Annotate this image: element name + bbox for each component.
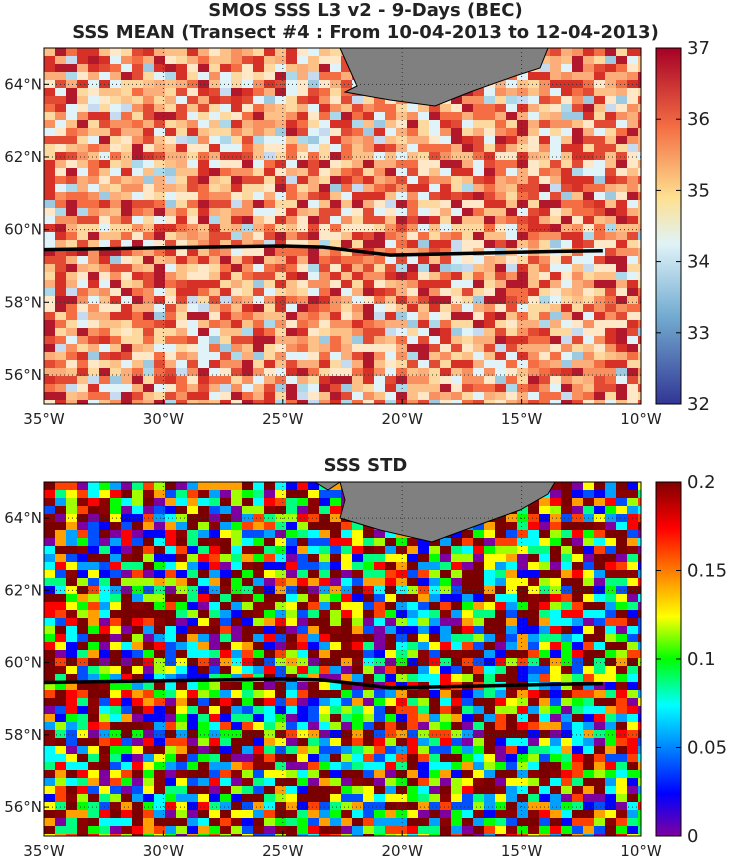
mean-colorbar-gradient bbox=[655, 47, 682, 405]
std-axes-frame bbox=[43, 481, 642, 837]
std-colorbar: 0.2 0.15 0.1 0.05 0 bbox=[655, 472, 727, 847]
lat-tick-label: 60°N bbox=[4, 221, 42, 239]
greenland-land-mask bbox=[313, 481, 556, 543]
lat-tick-label: 62°N bbox=[4, 148, 42, 166]
lon-tick-label: 15°W bbox=[501, 842, 543, 860]
lat-tick-label: 58°N bbox=[4, 726, 42, 744]
colorbar-tick-label: 0.1 bbox=[687, 649, 716, 670]
lat-tick-label: 56°N bbox=[4, 798, 42, 816]
mean-panel-title: SSS MEAN (Transect #4 : From 10-04-2013 … bbox=[72, 22, 659, 43]
mean-colorbar: 37 36 35 34 33 32 bbox=[655, 38, 710, 415]
lon-tick-label: 30°W bbox=[143, 842, 185, 860]
colorbar-tick-label: 37 bbox=[687, 38, 710, 59]
sss-mean-heatmap bbox=[44, 48, 641, 404]
colorbar-tick-label: 0.2 bbox=[687, 472, 716, 493]
sss-std-heatmap bbox=[44, 482, 641, 836]
lon-tick-label: 25°W bbox=[262, 410, 304, 428]
std-graticule bbox=[44, 482, 641, 836]
lon-tick-label: 10°W bbox=[620, 410, 662, 428]
colorbar-tick-label: 33 bbox=[687, 323, 710, 344]
lat-tick-label: 60°N bbox=[4, 654, 42, 672]
lon-tick-label: 20°W bbox=[381, 842, 423, 860]
lon-tick-label: 25°W bbox=[262, 842, 304, 860]
lat-tick-label: 58°N bbox=[4, 293, 42, 311]
lat-tick-label: 64°N bbox=[4, 509, 42, 527]
mean-map-panel bbox=[43, 47, 642, 405]
std-panel-title: SSS STD bbox=[323, 455, 408, 476]
colorbar-tick-label: 34 bbox=[687, 252, 710, 273]
lon-tick-label: 35°W bbox=[23, 842, 65, 860]
lon-tick-label: 30°W bbox=[143, 410, 185, 428]
mean-axes-frame bbox=[43, 47, 642, 405]
colorbar-tick-label: 0.05 bbox=[687, 738, 727, 759]
std-map-panel bbox=[43, 481, 642, 837]
lon-tick-label: 15°W bbox=[501, 410, 543, 428]
colorbar-tick-label: 35 bbox=[687, 180, 710, 201]
lat-tick-label: 64°N bbox=[4, 75, 42, 93]
colorbar-tick-label: 32 bbox=[687, 394, 710, 415]
greenland-land-mask bbox=[306, 47, 549, 107]
colorbar-tick-label: 0.15 bbox=[687, 561, 727, 582]
lon-tick-label: 35°W bbox=[23, 410, 65, 428]
lat-tick-label: 56°N bbox=[4, 366, 42, 384]
transect-line bbox=[43, 677, 603, 690]
colorbar-tick-label: 0 bbox=[687, 826, 698, 847]
colorbar-tick-label: 36 bbox=[687, 109, 710, 130]
mean-graticule bbox=[44, 48, 641, 404]
main-title: SMOS SSS L3 v2 - 9-Days (BEC) bbox=[208, 0, 523, 21]
transect-line bbox=[43, 244, 603, 257]
lon-tick-label: 10°W bbox=[620, 842, 662, 860]
lon-tick-label: 20°W bbox=[381, 410, 423, 428]
lat-tick-label: 62°N bbox=[4, 581, 42, 599]
